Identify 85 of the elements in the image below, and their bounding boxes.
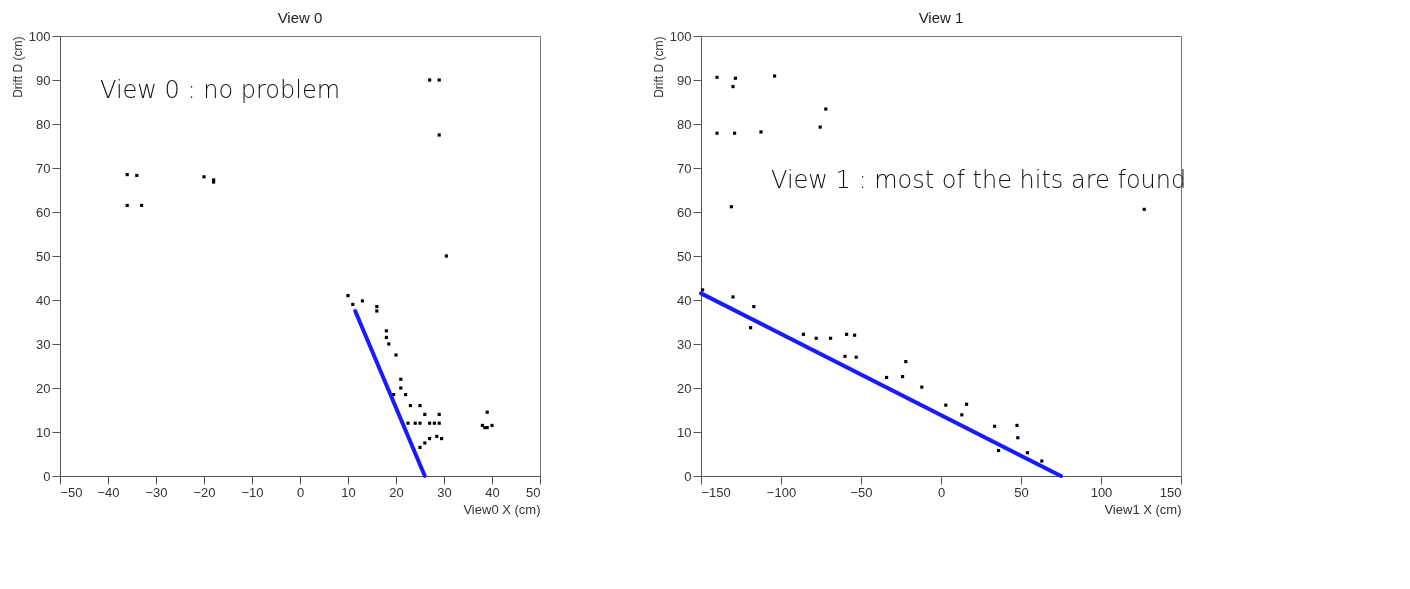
y-tick-label: 30 — [36, 336, 51, 352]
y-tick-label: 100 — [669, 28, 692, 44]
point — [135, 173, 139, 178]
point — [485, 410, 489, 414]
x-tick-label: −50 — [60, 484, 83, 500]
point — [408, 404, 412, 408]
y-tick-label: 40 — [36, 292, 51, 308]
y-tick-label: 40 — [677, 292, 692, 308]
x-tick-label: −150 — [701, 484, 731, 500]
y-tick-label: 90 — [677, 72, 692, 88]
y-tick-label: 0 — [43, 468, 51, 484]
y-tick-label: 50 — [677, 248, 692, 264]
y-tick-label: 80 — [36, 116, 51, 132]
point — [437, 421, 441, 425]
point — [437, 133, 441, 137]
point — [435, 434, 439, 438]
point — [418, 404, 422, 408]
point — [428, 78, 432, 82]
y-tick-label: 20 — [677, 380, 692, 396]
point — [140, 203, 144, 207]
point — [413, 421, 417, 425]
point — [387, 342, 391, 346]
y-axis-title: Drift D (cm) — [651, 36, 666, 98]
x-tick-label: −100 — [766, 484, 797, 500]
point — [418, 445, 422, 449]
x-axis-title: View0 X (cm) — [463, 501, 541, 517]
point — [384, 329, 388, 333]
point — [423, 441, 427, 445]
chart-title: View 0 — [277, 9, 323, 26]
point — [406, 421, 410, 425]
x-tick-label: 150 — [1159, 484, 1182, 500]
point — [125, 173, 129, 177]
x-axis-title: View1 X (cm) — [1104, 501, 1182, 517]
y-tick-label: 10 — [36, 424, 51, 440]
y-tick-label: 50 — [36, 248, 51, 264]
x-tick-label: −30 — [145, 484, 168, 500]
x-tick-label: −20 — [193, 484, 216, 500]
x-tick-label: −10 — [241, 484, 264, 500]
x-tick-label: 100 — [1090, 484, 1113, 500]
y-tick-label: 70 — [677, 160, 692, 176]
point — [428, 421, 432, 425]
point — [375, 309, 379, 313]
x-tick-label: −40 — [97, 484, 120, 500]
annotation: View 0 : no problem — [100, 76, 341, 104]
point — [399, 386, 403, 390]
y-tick-label: 60 — [677, 204, 692, 220]
y-tick-label: 100 — [28, 28, 51, 44]
x-tick-label: 30 — [437, 484, 452, 500]
y-tick-label: 20 — [36, 380, 51, 396]
point — [384, 335, 388, 339]
point — [440, 437, 444, 441]
point — [428, 437, 432, 441]
point — [399, 377, 403, 381]
point — [432, 421, 436, 425]
point — [202, 175, 206, 179]
point — [125, 203, 129, 207]
y-axis-title: Drift D (cm) — [10, 36, 25, 98]
x-tick-label: 0 — [937, 484, 946, 500]
point — [444, 254, 448, 258]
point — [418, 421, 422, 425]
y-tick-label: 30 — [677, 336, 692, 352]
point — [351, 302, 355, 306]
x-tick-label: 50 — [526, 484, 541, 500]
point — [437, 78, 441, 82]
y-tick-label: 60 — [36, 204, 51, 220]
x-tick-label: 40 — [485, 484, 500, 500]
y-tick-label: 70 — [36, 160, 51, 176]
x-tick-label: −50 — [850, 484, 873, 500]
x-tick-label: 20 — [389, 484, 404, 500]
x-tick-label: 0 — [296, 484, 305, 500]
point — [404, 393, 408, 397]
point — [423, 412, 427, 416]
y-tick-label: 90 — [36, 72, 51, 88]
y-tick-label: 0 — [684, 468, 692, 484]
chart-title: View 1 — [918, 9, 964, 26]
point — [394, 353, 398, 357]
x-tick-label: 50 — [1014, 484, 1029, 500]
y-tick-label: 10 — [677, 424, 692, 440]
x-tick-label: 10 — [341, 484, 356, 500]
point — [360, 299, 364, 303]
point — [437, 412, 441, 416]
y-tick-label: 80 — [677, 116, 692, 132]
point — [346, 294, 350, 298]
point — [375, 305, 379, 309]
point — [490, 423, 494, 427]
